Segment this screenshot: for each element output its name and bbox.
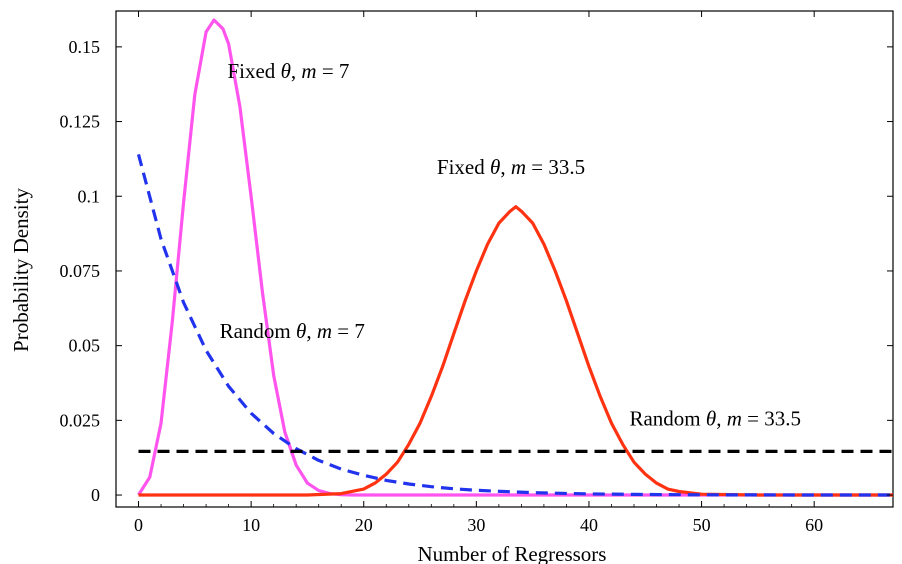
annotation-part-pre: Fixed [227, 59, 280, 83]
annotation-part-post: = 33.5 [742, 406, 801, 430]
plot-frame [115, 10, 894, 508]
x-tick-label: 30 [467, 515, 485, 535]
y-tick-label: 0.025 [60, 410, 101, 430]
series-line-1 [138, 205, 893, 497]
annotation-part-post: = 7 [332, 319, 365, 343]
annotation-part-var: θ [490, 155, 500, 179]
annotation-label: Random θ, m = 7 [220, 319, 365, 343]
y-axis-title: Probability Density [9, 188, 33, 352]
x-tick-label: 0 [134, 515, 143, 535]
annotation-part-var: θ [281, 59, 291, 83]
x-tick-label: 50 [693, 515, 711, 535]
y-tick-label: 0 [91, 485, 100, 505]
plot-border [115, 10, 894, 508]
series-line-0 [137, 18, 893, 497]
annotation-part-var: θ [706, 406, 716, 430]
annotation-part-param: m [511, 155, 526, 179]
series-layer [136, 18, 893, 497]
x-tick-label: 60 [805, 515, 823, 535]
axis-ticks: 0 10 20 30 40 50 60 0 0.025 0.05 0.075 0.1 0.125 0.15 [60, 11, 893, 535]
annotation-part-mid: , [306, 319, 317, 343]
annotation-part-pre: Random [220, 319, 296, 343]
x-tick-label: 20 [355, 515, 373, 535]
annotation-part-mid: , [716, 406, 727, 430]
annotation-part-post: = 33.5 [526, 155, 585, 179]
annotation-label: Random θ, m = 33.5 [629, 406, 801, 430]
annotation-part-pre: Fixed [437, 155, 490, 179]
annotation-part-param: m [317, 319, 332, 343]
annotation-part-mid: , [500, 155, 511, 179]
annotation-part-param: m [301, 59, 316, 83]
y-tick-label: 0.1 [78, 186, 101, 206]
annotation-part-post: = 7 [317, 59, 350, 83]
series-line-2 [136, 153, 893, 497]
x-axis-title: Number of Regressors [418, 542, 607, 564]
annotation-part-pre: Random [629, 406, 705, 430]
annotation-part-var: θ [296, 319, 306, 343]
y-tick-label: 0.125 [60, 112, 101, 132]
annotation-part-mid: , [291, 59, 302, 83]
annotation-label: Fixed θ, m = 7 [227, 59, 349, 83]
y-tick-label: 0.05 [69, 336, 101, 356]
annotation-label: Fixed θ, m = 33.5 [437, 155, 585, 179]
x-tick-label: 10 [242, 515, 260, 535]
x-tick-label: 40 [580, 515, 598, 535]
annotation-part-param: m [727, 406, 742, 430]
y-tick-label: 0.075 [60, 261, 101, 281]
y-tick-label: 0.15 [69, 37, 101, 57]
